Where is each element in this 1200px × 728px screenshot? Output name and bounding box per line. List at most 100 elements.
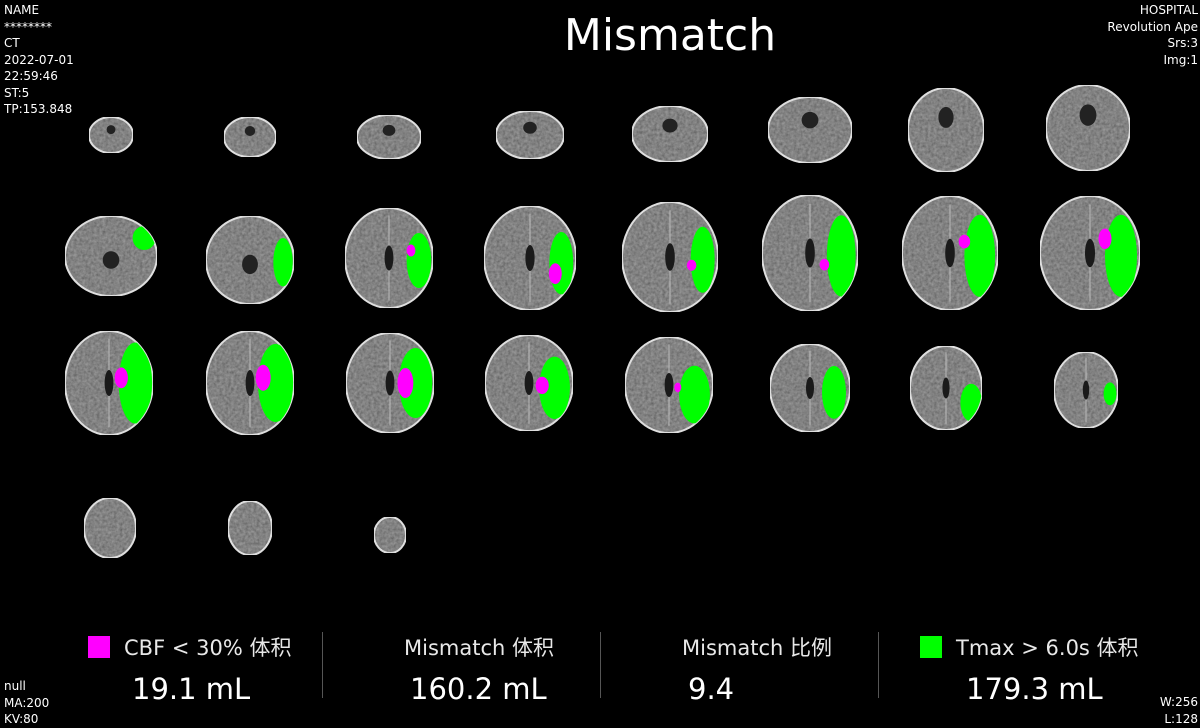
metric-divider (322, 632, 323, 698)
cbf-core-region (114, 367, 128, 389)
brain-slice (88, 116, 134, 154)
ventricle (805, 238, 815, 268)
cbf-core-region (674, 382, 682, 393)
tmax-penumbra-region (273, 238, 293, 287)
brainstem (382, 124, 396, 136)
series-number: Srs:3 (1167, 36, 1198, 50)
cbf-core-region (686, 259, 697, 271)
brain-slice (373, 516, 407, 554)
penumbra-volume-label: Tmax > 6.0s 体积 (956, 636, 1139, 660)
tmax-penumbra-region (118, 342, 153, 424)
ct-slice-grid (64, 84, 1141, 559)
cbf-core-region (397, 368, 414, 398)
ventricle (1085, 238, 1095, 268)
core-volume-value: 19.1 mL (132, 672, 251, 706)
ct-slice (624, 336, 714, 434)
metric-divider (600, 632, 601, 698)
ventricle (945, 238, 955, 268)
brainstem (106, 125, 116, 135)
table-position: TP:153.848 (4, 102, 73, 116)
ct-slice (345, 332, 435, 434)
tmax-penumbra-region (679, 365, 710, 424)
ct-slice (1045, 84, 1131, 172)
ct-slice (909, 345, 983, 431)
tmax-penumbra-region (964, 214, 996, 297)
ct-slice (621, 201, 719, 313)
brain-slice (356, 114, 422, 160)
patient-id-masked: ******** (4, 19, 52, 34)
scanner-info-overlay: HOSPITAL Revolution Ape Srs:3 Img:1 (1107, 2, 1198, 68)
ct-slice (1053, 351, 1119, 429)
penumbra-volume-value: 179.3 mL (966, 672, 1103, 706)
ventricle (942, 377, 950, 399)
mismatch-ratio-metric: Mismatch 比例 9.4 (682, 632, 832, 706)
core-color-swatch (88, 636, 110, 658)
mismatch-ratio-value: 9.4 (688, 672, 735, 706)
ct-slice (495, 110, 565, 160)
ventricle (384, 245, 394, 271)
tmax-penumbra-region (690, 226, 715, 293)
ventricle (385, 370, 395, 396)
ct-slice (223, 116, 277, 158)
scanner-model: Revolution Ape (1107, 19, 1198, 34)
brain-slice (1045, 84, 1131, 172)
penumbra-color-swatch (920, 636, 942, 658)
ct-slice (901, 195, 999, 311)
ventricle (1082, 380, 1090, 400)
ventricle (525, 245, 535, 271)
ct-slice (767, 96, 853, 164)
ct-slice (83, 497, 137, 559)
slice-thickness: ST:5 (4, 85, 30, 100)
penumbra-volume-label-row: Tmax > 6.0s 体积 (920, 632, 1139, 662)
patient-info-overlay: NAME ******** CT 2022-07-01 22:59:46 ST:… (4, 2, 74, 118)
core-volume-metric: CBF < 30% 体积 19.1 mL (88, 632, 291, 706)
tmax-penumbra-region (539, 356, 570, 419)
ventricle (806, 377, 814, 399)
tmax-penumbra-region (257, 344, 294, 422)
cbf-core-region (819, 258, 830, 271)
cbf-core-region (535, 376, 549, 395)
ct-slice (484, 334, 574, 432)
window-level-overlay: W:256 L:128 (1160, 694, 1198, 727)
ventricle (664, 373, 674, 397)
tmax-penumbra-region (960, 383, 982, 422)
image-number: Img:1 (1163, 52, 1198, 67)
kv-label: KV:80 (4, 712, 39, 726)
brain-slice (767, 96, 853, 164)
brain-slice (907, 87, 985, 173)
brainstem (1079, 104, 1097, 126)
acquisition-params-overlay: null MA:200 KV:80 (4, 678, 49, 728)
null-label: null (4, 679, 26, 693)
page-title: Mismatch (563, 10, 777, 61)
core-volume-label: CBF < 30% 体积 (124, 636, 292, 660)
ct-slice (88, 116, 134, 154)
brain-slice (227, 500, 273, 556)
ct-slice (769, 343, 851, 433)
core-volume-label-row: CBF < 30% 体积 (88, 632, 291, 662)
brainstem (244, 126, 256, 136)
ct-slice (64, 215, 158, 297)
mismatch-volume-value: 160.2 mL (410, 672, 547, 706)
ct-slice (64, 330, 154, 436)
cbf-core-region (548, 263, 562, 284)
ct-slice (227, 500, 273, 556)
ct-slice (631, 105, 709, 163)
cbf-core-region (1098, 228, 1112, 250)
ct-slice (373, 516, 407, 554)
brainstem (662, 118, 678, 133)
ct-slice (483, 205, 577, 311)
study-time: 22:59:46 (4, 69, 58, 83)
tmax-penumbra-region (822, 366, 846, 419)
brainstem (242, 254, 258, 275)
penumbra-volume-metric: Tmax > 6.0s 体积 179.3 mL (920, 632, 1139, 706)
tmax-penumbra-region (1103, 382, 1117, 406)
ct-slice (907, 87, 985, 173)
ventricle (245, 370, 255, 396)
cbf-core-region (406, 244, 416, 257)
cbf-core-region (255, 364, 271, 391)
tmax-penumbra-region (826, 215, 856, 297)
brain-slice (83, 497, 137, 559)
ct-slice (761, 194, 859, 312)
ma-label: MA:200 (4, 695, 50, 710)
ventricle (665, 243, 675, 271)
